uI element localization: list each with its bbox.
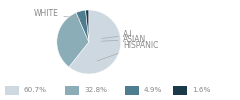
Wedge shape	[86, 10, 89, 42]
Text: 4.9%: 4.9%	[144, 87, 162, 93]
Wedge shape	[76, 10, 89, 42]
Text: HISPANIC: HISPANIC	[97, 41, 159, 61]
Wedge shape	[69, 10, 121, 74]
Text: 32.8%: 32.8%	[84, 87, 107, 93]
Wedge shape	[57, 13, 89, 67]
FancyBboxPatch shape	[173, 86, 187, 94]
Text: A.I.: A.I.	[102, 30, 136, 40]
Text: ASIAN: ASIAN	[101, 35, 147, 44]
Text: 60.7%: 60.7%	[24, 87, 47, 93]
FancyBboxPatch shape	[125, 86, 139, 94]
FancyBboxPatch shape	[5, 86, 19, 94]
Text: 1.6%: 1.6%	[192, 87, 210, 93]
FancyBboxPatch shape	[65, 86, 79, 94]
Text: WHITE: WHITE	[34, 9, 80, 19]
